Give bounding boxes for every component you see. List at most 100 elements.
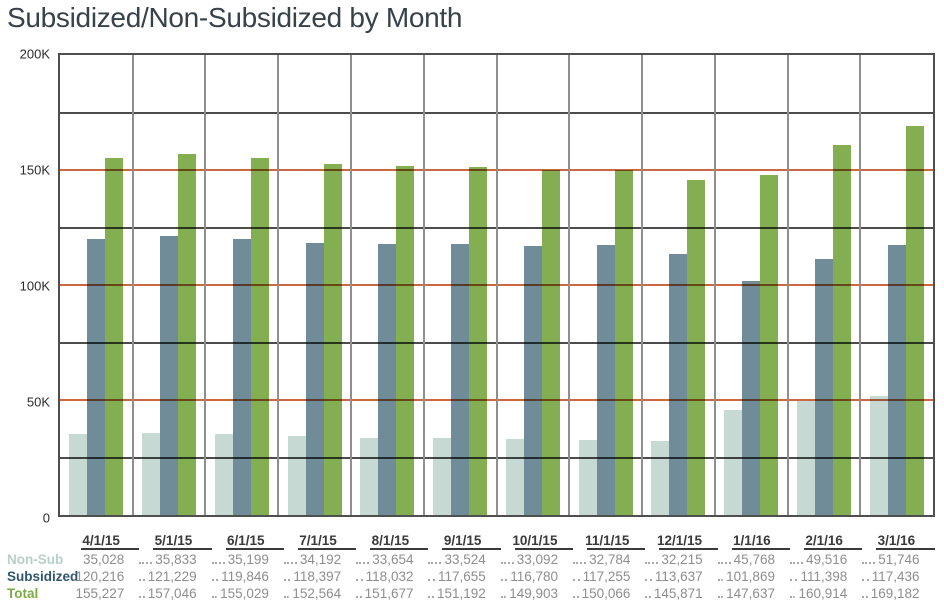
bar-subsidized[interactable] [451, 244, 470, 515]
plot-area [58, 53, 935, 517]
bar-total[interactable] [541, 170, 560, 515]
table-value: 147,637 [716, 585, 788, 602]
table-value: 113,637 [643, 568, 715, 585]
leader-dots [789, 568, 798, 581]
table-value: 34,192 [282, 551, 354, 568]
bar-non_sub[interactable] [724, 409, 743, 515]
leader-dots [283, 551, 297, 564]
bar-subsidized[interactable] [814, 258, 833, 515]
bar-non_sub[interactable] [287, 436, 306, 515]
table-value: 151,677 [354, 585, 426, 602]
leader-dots [717, 568, 724, 581]
row-label-non_sub: Non-Sub [7, 552, 64, 567]
bar-total[interactable] [105, 157, 124, 515]
table-value: 33,092 [499, 551, 571, 568]
bar-non_sub[interactable] [651, 440, 670, 515]
bar-group [642, 55, 715, 515]
table-value: 111,398 [788, 568, 860, 585]
bar-subsidized[interactable] [523, 246, 542, 515]
table-value: 35,833 [137, 551, 209, 568]
table-value: 51,746 [860, 551, 932, 568]
vertical-gridline [204, 55, 207, 515]
bar-subsidized[interactable] [596, 245, 615, 515]
table-value: 32,215 [643, 551, 715, 568]
bar-non_sub[interactable] [214, 434, 233, 515]
table-value: 155,227 [75, 586, 125, 601]
leader-dots [862, 551, 876, 564]
table-value: 117,436 [860, 568, 932, 585]
leader-dots [573, 585, 579, 598]
leader-dots [645, 551, 659, 564]
table-value: 118,397 [282, 568, 354, 585]
leader-dots [428, 551, 442, 564]
bar-total[interactable] [832, 144, 851, 515]
bar-total[interactable] [905, 125, 924, 515]
bar-non_sub[interactable] [578, 439, 597, 515]
month-header: 10/1/15 [499, 531, 574, 551]
month-header: 5/1/15 [137, 531, 212, 551]
bar-total[interactable] [178, 153, 197, 515]
bar-non_sub[interactable] [505, 438, 524, 515]
table-value: 49,516 [788, 551, 860, 568]
table-value: 160,914 [788, 585, 860, 602]
leader-dots [139, 551, 153, 564]
bar-total[interactable] [760, 175, 779, 515]
table-value: 155,029 [210, 585, 282, 602]
vertical-gridline [568, 55, 571, 515]
month-header: 6/1/15 [210, 531, 285, 551]
bar-total[interactable] [614, 169, 633, 515]
bar-group [278, 55, 351, 515]
y-axis-tick: 150K [19, 162, 50, 178]
bar-total[interactable] [323, 164, 342, 515]
table-value: 117,255 [571, 568, 643, 585]
bar-subsidized[interactable] [305, 242, 324, 515]
month-header: 9/1/15 [426, 531, 502, 551]
bar-group [351, 55, 424, 515]
table-value: 32,784 [571, 551, 643, 568]
bar-subsidized[interactable] [742, 280, 761, 515]
bar-total[interactable] [396, 166, 415, 515]
table-value: 35,199 [210, 551, 282, 568]
leader-dots [500, 568, 508, 581]
leader-dots [356, 585, 362, 598]
bar-subsidized[interactable] [232, 239, 251, 515]
bar-non_sub[interactable] [433, 437, 452, 515]
table-corner [0, 531, 65, 551]
bar-total[interactable] [250, 158, 269, 515]
table-value: 33,524 [426, 551, 498, 568]
vertical-gridline [713, 55, 716, 515]
leader-dots [139, 585, 145, 598]
bar-non_sub[interactable] [360, 437, 379, 515]
bar-non_sub[interactable] [69, 434, 88, 515]
bar-total[interactable] [687, 179, 706, 515]
bar-subsidized[interactable] [160, 236, 179, 515]
bar-non_sub[interactable] [142, 432, 161, 515]
table-value: 118,032 [354, 568, 426, 585]
month-header: 11/1/15 [571, 531, 646, 551]
month-header: 7/1/15 [282, 531, 357, 551]
vertical-gridline [786, 55, 789, 515]
month-header: 8/1/15 [354, 531, 429, 551]
bar-subsidized[interactable] [87, 238, 106, 515]
bar-subsidized[interactable] [669, 253, 688, 515]
y-axis: 200K 150K 100K 50K 0 [0, 47, 50, 526]
bar-group [497, 55, 570, 515]
bar-subsidized[interactable] [378, 243, 397, 515]
page-title: Subsidized/Non-Subsidized by Month [7, 2, 463, 33]
bar-group [788, 55, 861, 515]
bar-subsidized[interactable] [887, 244, 906, 515]
leader-dots [211, 551, 225, 564]
leader-dots [139, 568, 145, 581]
month-header: 2/1/16 [788, 531, 863, 551]
bar-total[interactable] [469, 167, 488, 515]
y-axis-tick: 0 [42, 510, 50, 526]
leader-dots [789, 551, 803, 564]
bar-non_sub[interactable] [869, 395, 888, 515]
leader-dots [428, 568, 435, 581]
table-value: 119,846 [210, 568, 282, 585]
bar-non_sub[interactable] [796, 401, 815, 515]
table-value: 101,869 [716, 568, 788, 585]
leader-dots [717, 585, 724, 598]
bar-group [424, 55, 497, 515]
